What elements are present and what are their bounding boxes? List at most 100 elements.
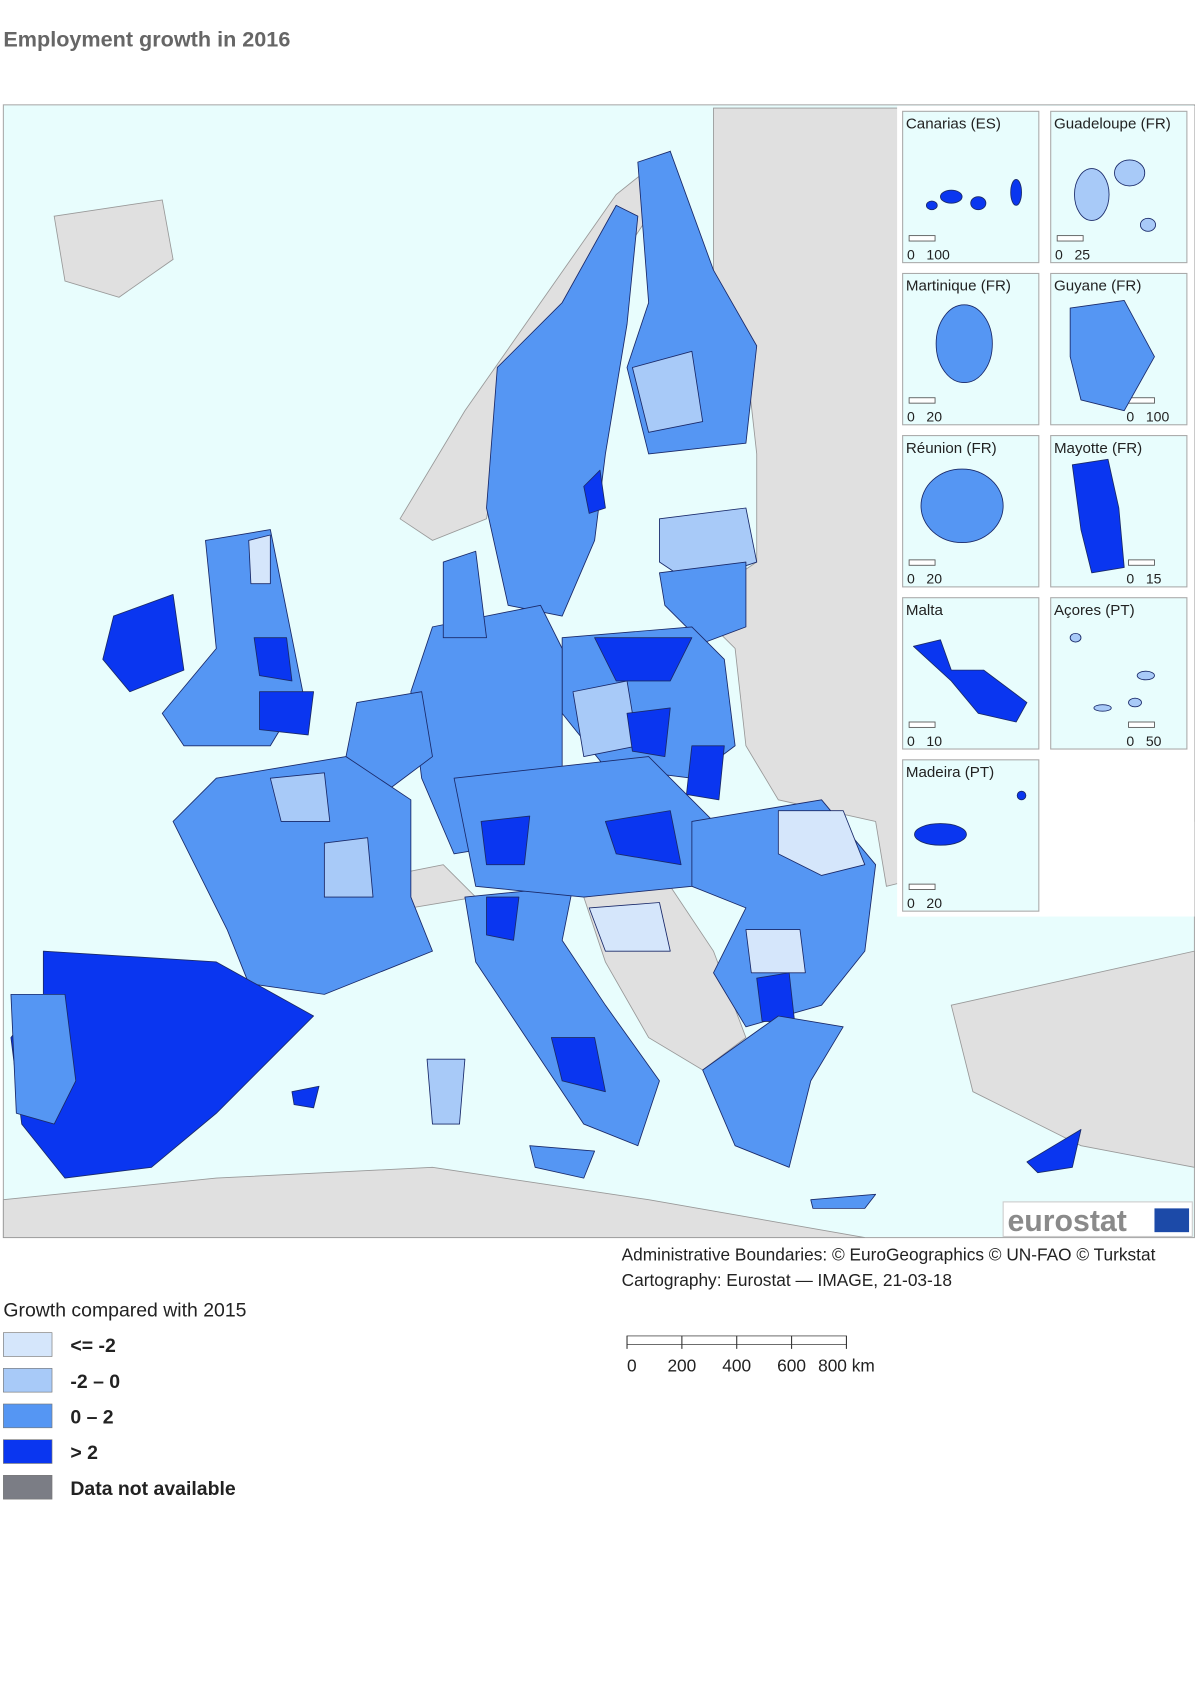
inset-scale-label: 0 <box>907 733 915 749</box>
legend: <= -2 -2 – 0 0 – 2 > 2 Data not available <box>3 1332 236 1500</box>
inset-scale-bar <box>1128 397 1155 404</box>
inset-scale-label: 10 <box>926 733 942 749</box>
region <box>291 1085 320 1109</box>
inset-scale-label: 15 <box>1146 571 1162 587</box>
scale-label: 800 km <box>818 1356 875 1376</box>
region <box>1026 1129 1082 1174</box>
region <box>659 561 747 644</box>
region <box>1069 632 1082 643</box>
inset-scale-bar <box>1128 721 1155 728</box>
inset-islands <box>913 159 1156 846</box>
region <box>594 637 693 682</box>
region <box>486 204 639 617</box>
inset-label: Réunion (FR) <box>906 440 997 457</box>
inset-scale-label: 100 <box>1146 409 1170 425</box>
inset-scale-label: 20 <box>926 895 942 911</box>
inset-scale-label: 0 <box>907 895 915 911</box>
region <box>745 929 806 974</box>
non-eu-land <box>53 199 174 298</box>
inset-scale-label: 50 <box>1146 733 1162 749</box>
region <box>486 896 520 941</box>
legend-swatch <box>3 1368 53 1393</box>
region <box>480 815 531 866</box>
region <box>1074 168 1110 221</box>
region <box>269 772 331 822</box>
region <box>426 1058 466 1125</box>
region <box>442 550 487 639</box>
region <box>323 837 374 898</box>
region <box>1016 790 1027 801</box>
region <box>604 810 682 866</box>
region <box>631 350 704 433</box>
scale-label: 400 <box>722 1356 751 1376</box>
logo-text: eurostat <box>1007 1205 1126 1238</box>
credit-line: Administrative Boundaries: © EuroGeograp… <box>622 1244 1156 1264</box>
region <box>702 1015 844 1168</box>
inset-scale-label: 0 <box>1126 733 1134 749</box>
region <box>248 534 271 585</box>
region <box>259 691 315 736</box>
region <box>925 200 938 211</box>
region <box>529 1145 596 1179</box>
legend-label: <= -2 <box>70 1335 116 1357</box>
inset-scale-bar <box>908 721 936 728</box>
inset-scale-label: 0 <box>1126 571 1134 587</box>
inset-label: Açores (PT) <box>1054 602 1135 619</box>
inset-scale-bar <box>908 883 936 890</box>
region <box>550 1037 606 1093</box>
eurostat-logo: eurostat <box>1002 1201 1193 1238</box>
shape <box>1154 1208 1190 1233</box>
credit-line: Cartography: Eurostat — IMAGE, 21-03-18 <box>622 1270 952 1290</box>
inset-scale-bar <box>908 559 936 566</box>
region <box>626 707 671 758</box>
region <box>940 189 963 204</box>
region <box>1139 217 1156 232</box>
region <box>464 885 660 1147</box>
inset-scale-bar <box>908 397 936 404</box>
inset-label: Guadeloupe (FR) <box>1054 116 1171 133</box>
region <box>1010 178 1022 206</box>
region <box>777 810 866 876</box>
inset-label: Guyane (FR) <box>1054 278 1141 295</box>
region <box>935 304 993 384</box>
legend-label: -2 – 0 <box>70 1371 120 1393</box>
region <box>1071 458 1125 574</box>
region <box>913 639 1028 723</box>
scale-bar: 0 200 400 600 800 km <box>626 1335 875 1376</box>
region <box>1136 670 1155 681</box>
region <box>102 594 185 693</box>
scale-label: 200 <box>667 1356 696 1376</box>
inset-scale-label: 0 <box>907 571 915 587</box>
region <box>253 637 293 682</box>
inset-label: Mayotte (FR) <box>1054 440 1142 457</box>
region <box>10 993 77 1125</box>
region <box>686 745 725 801</box>
inset-scale-label: 25 <box>1074 246 1090 262</box>
inset-label: Madeira (PT) <box>906 764 994 781</box>
region <box>172 756 433 995</box>
region <box>1128 697 1142 708</box>
region <box>810 1193 877 1209</box>
non-eu-land <box>950 950 1195 1168</box>
inset-label: Martinique (FR) <box>906 278 1011 295</box>
legend-swatch <box>3 1403 53 1429</box>
inset-frame <box>1050 597 1188 750</box>
region <box>1093 704 1112 712</box>
inset-scale-bar <box>1128 559 1155 566</box>
scale-label: 0 <box>627 1356 637 1376</box>
legend-label: Data not available <box>70 1478 235 1500</box>
region <box>914 823 967 846</box>
legend-swatch <box>3 1332 53 1357</box>
legend-swatch <box>3 1439 53 1464</box>
region <box>1069 300 1155 412</box>
region <box>970 196 987 211</box>
region <box>756 972 795 1022</box>
inset-scale-label: 0 <box>1126 409 1134 425</box>
non-eu-land <box>2 1166 865 1238</box>
scale-label: 600 <box>777 1356 806 1376</box>
region <box>583 469 606 514</box>
inset-label: Malta <box>906 602 944 619</box>
legend-label: 0 – 2 <box>70 1406 113 1428</box>
